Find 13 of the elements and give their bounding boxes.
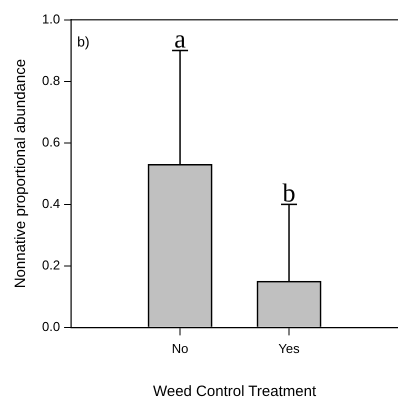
annotation: b) xyxy=(77,34,90,50)
annotation: b xyxy=(282,178,296,208)
annotation: a xyxy=(174,24,186,54)
y-axis-title: Nonnative proportional abundance xyxy=(12,58,30,288)
x-tick-label: Yes xyxy=(278,340,300,356)
y-tick-label: 0.0 xyxy=(42,318,60,334)
y-tick-label: 0.6 xyxy=(42,134,60,150)
y-tick-label: 1.0 xyxy=(42,11,60,26)
y-tick-label: 0.8 xyxy=(42,72,60,88)
y-tick-label: 0.4 xyxy=(42,196,60,211)
x-tick-label: No xyxy=(172,340,188,356)
y-tick-label: 0.2 xyxy=(42,257,60,272)
x-axis-title: Weed Control Treatment xyxy=(152,383,317,400)
